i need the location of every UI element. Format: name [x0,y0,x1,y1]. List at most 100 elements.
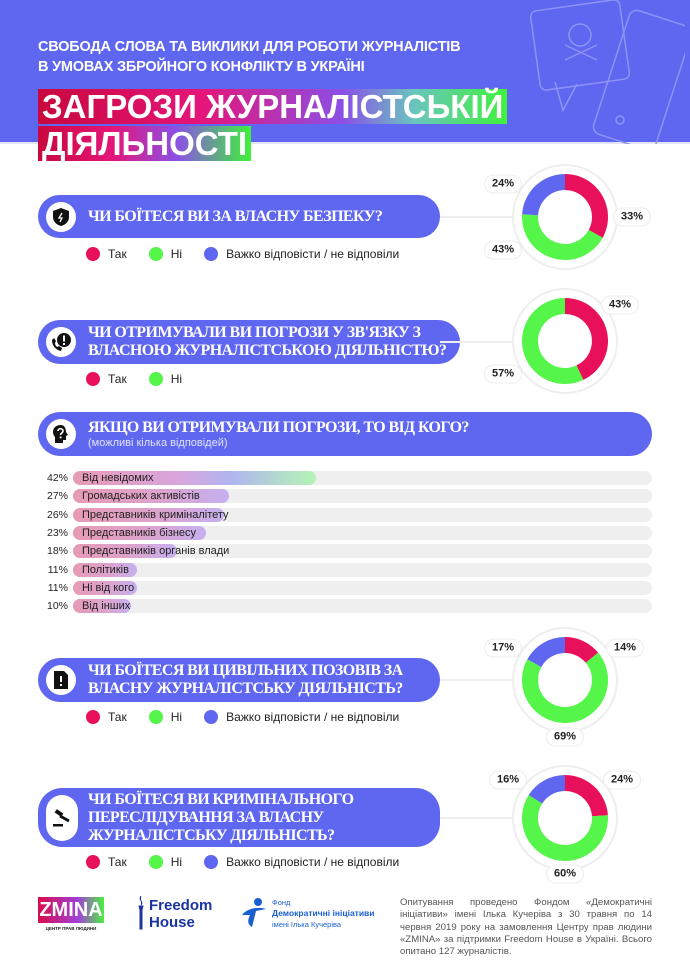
bar-fill [73,544,178,559]
legend-yes-swatch [86,372,100,386]
legend-no-swatch [148,247,163,261]
donut-segment-1-2 [522,214,603,261]
donut-segment-3-1 [565,637,599,663]
question-5-line-1: ЧИ БОЇТЕСЯ ВИ КРИМІНАЛЬНОГО [88,790,354,808]
legend-yes-label: Так [108,855,127,869]
question-4-banner: ЧИ БОЇТЕСЯ ВИ ЦИВІЛЬНИХ ПОЗОВІВ ЗА ВЛАСНУ… [38,658,440,702]
legend-1: Так Ні Важко відповісти / не відповіли [86,247,421,261]
question-2-banner: ЧИ ОТРИМУВАЛИ ВИ ПОГРОЗИ У ЗВ'ЯЗКУ З ВЛАС… [38,320,461,364]
donut-value-label: 69% [545,727,585,747]
legend-no-swatch [148,710,163,724]
bar-row: 42% Від невідомих [40,471,652,485]
bar-row: 23% Представників бізнесу [40,525,652,540]
donut-segment-2-2 [521,298,584,384]
connector-line [440,679,515,681]
bar-category-label: Від інших [82,600,131,613]
subtitle-line-1: СВОБОДА СЛОВА ТА ВИКЛИКИ ДЛЯ РОБОТИ ЖУРН… [38,39,461,55]
bar-value-label: 27% [46,490,68,503]
bar-row: 10% Від інших [40,599,652,614]
legend-no-label: Ні [170,372,183,386]
bar-row: 26% Представників криміналітету [40,507,652,522]
question-4-line-1: ЧИ БОЇТЕСЯ ВИ ЦИВІЛЬНИХ ПОЗОВІВ ЗА [88,662,403,679]
legend-no-swatch [148,855,163,869]
survey-footnote: Опитування проведено Фондом «Демократичн… [400,897,652,958]
bar-value-label: 18% [46,545,68,558]
bar-category-label: Громадських активістів [82,490,200,503]
legend-hard-label: Важко відповісти / не відповіли [226,247,400,261]
bar-value-label: 23% [46,526,68,539]
question-1-text: ЧИ БОЇТЕСЯ ВИ ЗА ВЛАСНУ БЕЗПЕКУ? [88,207,383,225]
question-4-line-2: ВЛАСНУ ЖУРНАЛІСТСЬКУ ДІЯЛЬНІСТЬ? [88,680,403,697]
donut-segment-4-1 [565,775,608,817]
bar-category-label: Політиків [82,563,129,576]
bar-fill [73,580,137,595]
freedom-house-logo: Freedom House [149,897,213,931]
bar-track: Політиків [73,562,652,577]
legend-4: Так Ні Важко відповісти / не відповіли [86,710,421,724]
donut-segment-3-3 [527,637,565,667]
bar-row: 11% Політиків [40,562,652,577]
document-alert-icon [46,665,76,695]
question-2-line-2: ВЛАСНОЮ ЖУРНАЛІСТСЬКОЮ ДІЯЛЬНІСТЮ? [88,342,447,359]
legend-hard-label: Важко відповісти / не відповіли [226,855,400,869]
zmina-logo-subtitle: ЦЕНТР ПРАВ ЛЮДИНИ [45,926,97,931]
bar-category-label: Ні від кого [82,581,135,594]
question-2-line-1: ЧИ ОТРИМУВАЛИ ВИ ПОГРОЗИ У ЗВ'ЯЗКУ З [88,324,421,341]
donut-segment-4-2 [522,794,608,861]
legend-yes-label: Так [108,710,127,724]
donut-value-label: 14% [605,638,645,658]
connector-line [440,341,515,343]
title-line-2: ДІЯЛЬНОСТІ [38,126,252,161]
bar-fill [73,507,224,522]
bar-track: Від невідомих [73,471,652,485]
bar-fill [73,525,207,540]
democratic-initiatives-logo-icon [242,898,266,927]
head-question-icon [46,419,76,449]
bar-track: Представників бізнесу [73,525,652,540]
donut-segment-2-1 [565,298,608,380]
phone-alert-icon [46,327,76,357]
bar-fill [73,471,317,485]
bar-value-label: 10% [46,600,68,613]
zmina-logo: ZMINA [38,897,104,923]
donut-value-label: 43% [483,240,523,260]
legend-hard-label: Важко відповісти / не відповіли [226,710,400,724]
subtitle-line-2: В УМОВАХ ЗБРОЙНОГО КОНФЛІКТУ В УКРАЇНІ [38,59,365,75]
donut-segment-1-1 [565,174,608,238]
torch-icon [138,896,144,930]
donut-halo [512,765,618,871]
bar-fill [73,599,131,614]
donut-value-label: 16% [488,770,528,790]
donut-segment-4-3 [528,775,565,804]
legend-yes-swatch [86,247,100,261]
bar-value-label: 42% [46,472,68,484]
connector-line [440,817,515,819]
donut-segment-1-3 [522,174,565,216]
shield-icon [46,201,76,232]
connector-line [440,216,515,218]
bar-category-label: Представників криміналітету [82,508,229,521]
bar-track: Ні від кого [73,580,652,595]
legend-no-label: Ні [170,710,183,724]
donut-halo [512,164,618,270]
donut-value-label: 17% [483,638,523,658]
bar-track: Від інших [73,599,652,614]
legend-hard-swatch [204,710,219,724]
donut-value-label: 57% [483,364,523,384]
bar-value-label: 11% [47,581,68,594]
bar-fill [73,489,230,504]
question-5-line-2: ПЕРЕСЛІДУВАННЯ ЗА ВЛАСНУ [88,808,324,826]
legend-yes-swatch [86,855,100,869]
question-1-banner: ЧИ БОЇТЕСЯ ВИ ЗА ВЛАСНУ БЕЗПЕКУ? [38,195,440,238]
question-3-note: (можливі кілька відповідей) [88,436,228,449]
legend-yes-swatch [86,710,100,724]
legend-yes-label: Так [108,247,127,261]
question-3-text: ЯКЩО ВИ ОТРИМУВАЛИ ПОГРОЗИ, ТО ВІД КОГО? [88,418,469,436]
donut-halo [512,627,618,733]
bar-category-label: Представників органів влади [82,545,230,558]
donut-value-label: 24% [483,174,523,194]
bar-fill [73,562,137,577]
bar-row: 11% Ні від кого [40,580,652,595]
legend-2: Так Ні [86,372,204,386]
legend-hard-swatch [204,855,219,869]
